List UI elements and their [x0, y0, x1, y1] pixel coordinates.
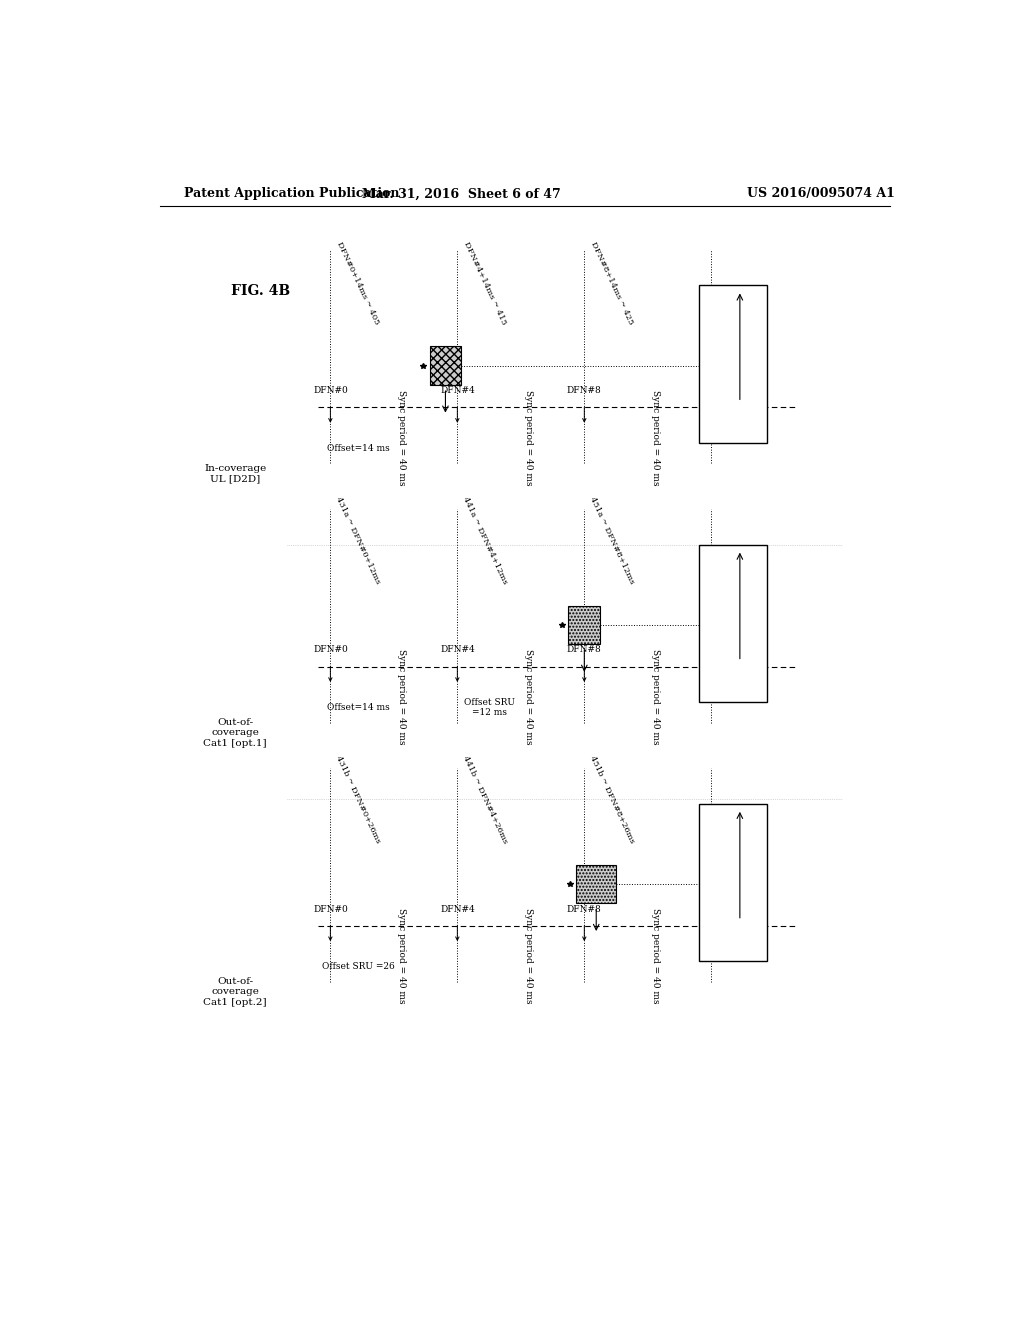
Bar [699, 285, 767, 444]
Text: Offset=14 ms: Offset=14 ms [327, 444, 389, 453]
Text: 441b ~ DFN#4+26ms: 441b ~ DFN#4+26ms [461, 754, 509, 845]
Text: Out-of-
coverage
Cat1 [opt.1]: Out-of- coverage Cat1 [opt.1] [204, 718, 267, 747]
Bar [430, 346, 461, 385]
Text: Sync period = 40 ms: Sync period = 40 ms [397, 908, 407, 1005]
Text: Offset SRU
=12 ms: Offset SRU =12 ms [464, 697, 515, 717]
Bar [699, 804, 767, 961]
Text: FIG. 4B: FIG. 4B [231, 284, 290, 297]
Text: Sync period = 40 ms: Sync period = 40 ms [397, 391, 407, 486]
Text: 441a ~ DFN#4+12ms: 441a ~ DFN#4+12ms [461, 495, 509, 585]
Text: Patent Application Publication: Patent Application Publication [183, 187, 399, 201]
Text: Out-of-
coverage
Cat1 [opt.2]: Out-of- coverage Cat1 [opt.2] [204, 977, 267, 1007]
Text: 431b ~ DFN#0+26ms: 431b ~ DFN#0+26ms [334, 755, 382, 845]
Text: Offset SRU =26: Offset SRU =26 [322, 962, 394, 972]
Text: 431a ~ DFN#0+12ms: 431a ~ DFN#0+12ms [335, 495, 382, 585]
Text: DFN#4: DFN#4 [440, 387, 475, 395]
Bar [568, 606, 600, 644]
Text: Mar. 31, 2016  Sheet 6 of 47: Mar. 31, 2016 Sheet 6 of 47 [361, 187, 561, 201]
Text: DFN#8: DFN#8 [567, 387, 602, 395]
Text: DFN#0: DFN#0 [313, 387, 348, 395]
Text: In-coverage
UL [D2D]: In-coverage UL [D2D] [204, 463, 266, 483]
Text: DFN#8+14ms ~ 425: DFN#8+14ms ~ 425 [590, 240, 635, 326]
Text: Sync period = 40 ms: Sync period = 40 ms [651, 908, 660, 1005]
Text: Sync period = 40 ms: Sync period = 40 ms [651, 391, 660, 486]
Text: Sync period = 40 ms: Sync period = 40 ms [397, 649, 407, 744]
Text: DFN#0: DFN#0 [313, 904, 348, 913]
Text: Sync period = 40 ms: Sync period = 40 ms [524, 649, 534, 744]
Bar [699, 545, 767, 702]
Text: Sync period = 40 ms: Sync period = 40 ms [524, 391, 534, 486]
Text: 451a ~ DFN#8+12ms: 451a ~ DFN#8+12ms [589, 495, 636, 585]
Text: Offset=14 ms: Offset=14 ms [327, 702, 389, 711]
Text: DFN#0: DFN#0 [313, 645, 348, 655]
Text: 451b ~ DFN#8+26ms: 451b ~ DFN#8+26ms [588, 754, 636, 845]
Text: Sync period = 40 ms: Sync period = 40 ms [651, 649, 660, 744]
Text: DFN#8: DFN#8 [567, 645, 602, 655]
Text: DFN#4: DFN#4 [440, 645, 475, 655]
Text: US 2016/0095074 A1: US 2016/0095074 A1 [748, 187, 895, 201]
Bar [577, 865, 616, 903]
Text: DFN#4+14ms ~ 415: DFN#4+14ms ~ 415 [462, 240, 508, 326]
Text: DFN#4: DFN#4 [440, 904, 475, 913]
Text: Sync period = 40 ms: Sync period = 40 ms [524, 908, 534, 1005]
Text: DFN#0+14ms ~ 405: DFN#0+14ms ~ 405 [336, 240, 381, 326]
Text: DFN#8: DFN#8 [567, 904, 602, 913]
